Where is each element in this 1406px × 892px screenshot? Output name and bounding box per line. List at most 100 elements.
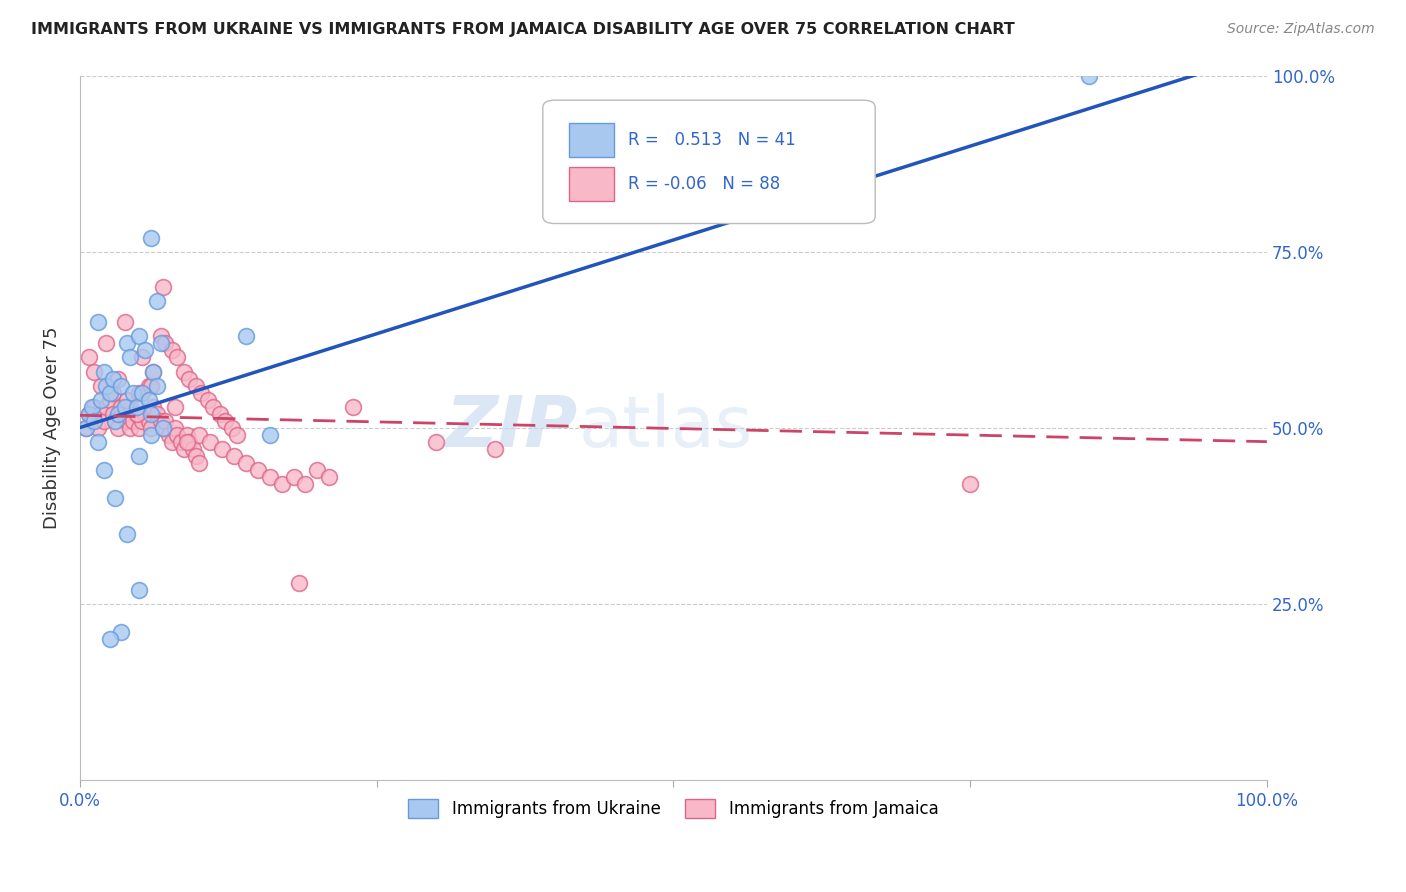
Point <box>79 407 101 421</box>
Text: atlas: atlas <box>578 393 752 462</box>
Point <box>86 315 108 329</box>
Point <box>139 428 162 442</box>
Point <box>118 400 141 414</box>
Point <box>139 421 162 435</box>
Point <box>211 442 233 456</box>
Point <box>307 463 329 477</box>
Point <box>139 378 162 392</box>
Point <box>101 385 124 400</box>
Point <box>214 414 236 428</box>
Text: ZIP: ZIP <box>446 393 578 462</box>
Point <box>146 407 169 421</box>
Point <box>114 400 136 414</box>
Point <box>294 477 316 491</box>
Point <box>83 400 105 414</box>
Point <box>201 400 224 414</box>
Point <box>270 477 292 491</box>
Point <box>80 400 103 414</box>
Point <box>139 230 162 244</box>
Point <box>149 329 172 343</box>
Point <box>138 378 160 392</box>
Point <box>283 470 305 484</box>
Point <box>163 421 186 435</box>
Point <box>131 414 153 428</box>
Point <box>75 421 97 435</box>
Point <box>177 435 200 450</box>
Point <box>173 365 195 379</box>
Legend: Immigrants from Ukraine, Immigrants from Jamaica: Immigrants from Ukraine, Immigrants from… <box>402 792 945 825</box>
Point <box>114 315 136 329</box>
Point <box>134 407 156 421</box>
Point <box>139 407 162 421</box>
Point <box>208 407 231 421</box>
Point <box>104 491 127 506</box>
Point <box>138 392 160 407</box>
Point <box>110 378 132 392</box>
Point <box>200 435 222 450</box>
Point <box>114 407 136 421</box>
Point <box>162 435 184 450</box>
Point <box>79 351 101 365</box>
Point <box>177 371 200 385</box>
Point <box>187 428 209 442</box>
Point <box>246 463 269 477</box>
Point <box>104 414 127 428</box>
Point <box>107 421 129 435</box>
Point <box>98 385 121 400</box>
Point <box>235 456 257 470</box>
Point <box>959 477 981 491</box>
Point <box>342 400 364 414</box>
Text: Source: ZipAtlas.com: Source: ZipAtlas.com <box>1227 22 1375 37</box>
Bar <box>569 123 614 157</box>
Point <box>79 407 101 421</box>
Point <box>173 442 195 456</box>
Point <box>86 421 108 435</box>
Point <box>101 371 124 385</box>
Point <box>484 442 506 456</box>
Point <box>142 365 165 379</box>
Point <box>86 435 108 450</box>
Point <box>190 385 212 400</box>
Point <box>94 378 117 392</box>
Point <box>90 392 112 407</box>
Point <box>83 365 105 379</box>
Point <box>110 400 132 414</box>
Point <box>117 336 139 351</box>
Point <box>128 385 150 400</box>
Point <box>146 293 169 308</box>
Point <box>163 400 186 414</box>
Point <box>176 435 198 450</box>
Point <box>131 385 153 400</box>
Point <box>225 428 247 442</box>
Point <box>125 407 148 421</box>
Bar <box>569 167 614 201</box>
Point <box>142 400 165 414</box>
Point <box>155 336 177 351</box>
Point <box>98 632 121 647</box>
Point <box>152 421 174 435</box>
Point <box>221 421 243 435</box>
Point <box>166 428 188 442</box>
Point <box>149 336 172 351</box>
Point <box>152 421 174 435</box>
Point <box>98 392 121 407</box>
Point <box>1077 69 1099 83</box>
Point <box>122 414 145 428</box>
Point <box>107 407 129 421</box>
Point <box>83 414 105 428</box>
Point <box>128 329 150 343</box>
Point <box>155 414 177 428</box>
Point <box>318 470 340 484</box>
Point <box>138 414 160 428</box>
Point <box>110 625 132 640</box>
Point <box>107 371 129 385</box>
Point <box>187 456 209 470</box>
Point <box>149 414 172 428</box>
Point <box>128 582 150 597</box>
Point <box>93 463 115 477</box>
Point <box>128 449 150 463</box>
Point <box>90 407 112 421</box>
Point <box>157 428 180 442</box>
Point <box>128 421 150 435</box>
Y-axis label: Disability Age Over 75: Disability Age Over 75 <box>44 326 60 529</box>
